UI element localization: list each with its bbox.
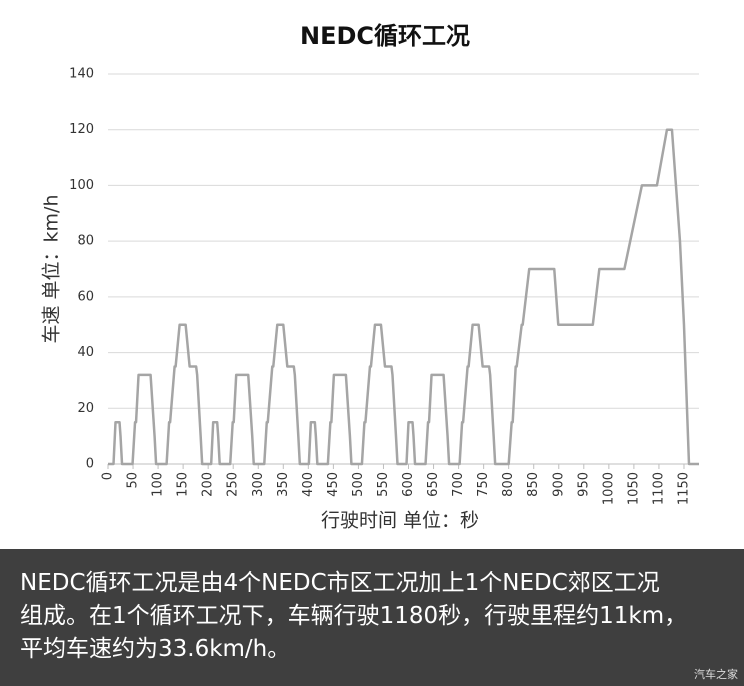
x-tick-label: 500 [351, 472, 366, 497]
x-tick-label: 800 [501, 472, 516, 497]
x-tick-label: 1100 [651, 472, 666, 505]
y-tick-label: 60 [77, 289, 94, 304]
x-tick-label: 1050 [626, 472, 641, 505]
x-tick-label: 700 [451, 472, 466, 497]
x-tick-label: 750 [476, 472, 491, 497]
x-tick-label: 200 [201, 472, 216, 497]
x-tick-label: 350 [276, 472, 291, 497]
x-tick-label: 1000 [601, 472, 616, 505]
x-tick-label: 600 [401, 472, 416, 497]
caption-box: NEDC循环工况是由4个NEDC市区工况加上1个NEDC郊区工况 组成。在1个循… [0, 549, 744, 686]
x-tick-label: 400 [301, 472, 316, 497]
x-tick-label: 1150 [676, 472, 691, 505]
y-tick-label: 100 [69, 178, 94, 193]
caption-line: NEDC循环工况是由4个NEDC市区工况加上1个NEDC郊区工况 [20, 570, 660, 596]
y-tick-label: 0 [86, 457, 94, 472]
y-tick-label: 40 [77, 345, 94, 360]
x-tick-label: 850 [526, 472, 541, 497]
x-axis-label: 行驶时间 单位：秒 [321, 510, 479, 532]
x-tick-label: 450 [326, 472, 341, 497]
x-tick-label: 650 [426, 472, 441, 497]
x-tick-label: 150 [176, 472, 191, 497]
caption-line: 平均车速约为33.6km/h。 [20, 636, 291, 662]
chart: NEDC循环工况 行驶时间 单位：秒 车速 单位：km/h 0 20 40 60 80 1… [41, 22, 699, 532]
line-series [108, 128, 699, 466]
y-tick-label: 80 [77, 234, 94, 249]
y-tick-label: 20 [77, 401, 94, 416]
x-tick-label: 100 [151, 472, 166, 497]
chart-title: NEDC循环工况 [300, 22, 470, 50]
x-tick-label: 900 [551, 472, 566, 497]
watermark: 汽车之家 [694, 668, 738, 681]
y-tick-label: 120 [69, 122, 94, 137]
y-tick-label: 140 [69, 67, 94, 82]
x-tick-label: 550 [376, 472, 391, 497]
x-tick-label: 50 [126, 472, 141, 489]
x-tick-label: 0 [101, 472, 116, 480]
x-tick-label: 950 [576, 472, 591, 497]
y-axis-label: 车速 单位：km/h [41, 195, 63, 344]
x-tick-label: 300 [251, 472, 266, 497]
caption-line: 组成。在1个循环工况下，车辆行驶1180秒，行驶里程约11km， [20, 603, 688, 629]
x-tick-label: 250 [226, 472, 241, 497]
